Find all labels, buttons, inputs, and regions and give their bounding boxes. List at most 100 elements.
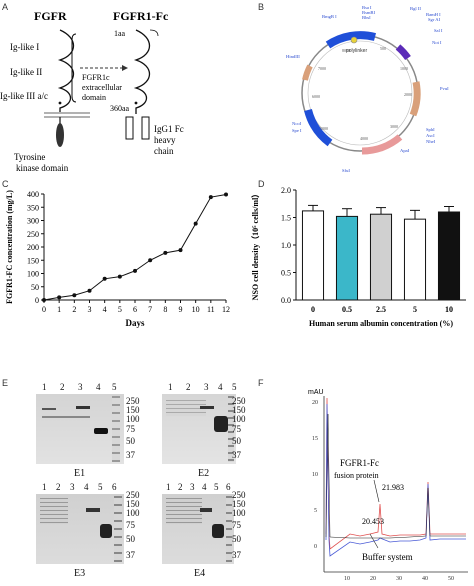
label-ext-2: extracellular [82, 83, 122, 92]
d-category-label: 2.5 [376, 305, 386, 314]
label-ig1: Ig-like I [10, 42, 39, 52]
label-ig2: Ig-like II [10, 67, 42, 77]
gel-e1-caption: E1 [74, 468, 86, 479]
segment-pink [361, 134, 403, 155]
gel-e1-lane-1: 1 [42, 382, 47, 392]
c-ytick-label: 50 [31, 283, 39, 292]
site-hindiii: HindIII [286, 54, 300, 59]
mw-3-250: 250 [126, 490, 140, 500]
d-bar [369, 213, 393, 301]
panel-label-b: B [258, 2, 265, 12]
c-xtick-label: 12 [222, 305, 230, 314]
gel-e4-lane-1: 1 [166, 482, 171, 492]
gel-e1-lane-4: 4 [96, 382, 101, 392]
gel-e2-lane-2: 2 [186, 382, 191, 392]
c-data-point [178, 248, 183, 253]
panel-b-plasmid-map: polylinker BmgB I Bsa I BsmBI BbsI Bgl I… [286, 5, 449, 173]
site-bsmbi: BsmBI [362, 10, 375, 15]
gel-e2-lane-5: 5 [232, 382, 237, 392]
gel-e3-lane-2: 2 [56, 482, 61, 492]
d-category-label: 10 [445, 305, 453, 314]
c-data-point [133, 268, 137, 273]
mw-4-150: 150 [232, 499, 246, 509]
mw-4-50: 50 [232, 534, 241, 544]
d-category-label: 0.5 [342, 305, 352, 314]
gel-e4-caption: E4 [194, 568, 206, 579]
svg-text:4000: 4000 [360, 136, 368, 141]
d-category-label: 5 [413, 305, 417, 314]
label-ig3: Ig-like III a/c [0, 91, 48, 101]
fgfr-dots [58, 101, 62, 105]
c-xtick-label: 2 [72, 305, 76, 314]
c-data-point [117, 274, 122, 279]
site-sgrai: Sgr AI [428, 17, 441, 22]
site-bbsi: BbsI [362, 15, 371, 20]
segment-blue-top [325, 31, 377, 49]
svg-text:7000: 7000 [318, 66, 326, 71]
mw-1-100: 100 [126, 414, 140, 424]
svg-text:8000: 8000 [342, 48, 350, 53]
site-sali: Sal I [434, 28, 443, 33]
label-360aa: 360aa [110, 104, 130, 113]
gel-e2: 1 2 3 4 5 E2 [160, 382, 250, 482]
c-data-point [87, 288, 92, 293]
segment-orange-right [409, 81, 421, 117]
c-xtick-label: 9 [179, 305, 183, 314]
svg-text:3000: 3000 [390, 124, 398, 129]
mw-2-250: 250 [232, 396, 246, 406]
gel-e4: 1 2 3 4 5 6 E4 [160, 482, 250, 582]
gel-e3-caption: E3 [74, 568, 86, 579]
fgfr-chain [57, 29, 75, 112]
svg-text:1000: 1000 [400, 66, 408, 71]
c-xtick-label: 6 [133, 305, 137, 314]
chrom-ytick-10: 10 [312, 472, 318, 478]
c-xtick-label: 0 [42, 305, 46, 314]
mw-1-75: 75 [126, 424, 135, 434]
polylinker-label: polylinker [346, 48, 367, 54]
mw-1-50: 50 [126, 436, 135, 446]
panel-a-schematic: FGFR FGFR1-Fc 1aa Ig-like I Ig-like II I… [0, 9, 184, 173]
mw-1-250: 250 [126, 396, 140, 406]
gel-e2-lane-1: 1 [168, 382, 173, 392]
label-kinase-1: Tyrosine [14, 152, 45, 162]
c-data-point [57, 295, 62, 300]
site-noti: Not I [432, 40, 442, 45]
c-xtick-label: 5 [118, 305, 122, 314]
polylinker-dot [350, 36, 358, 44]
label-fc-3: chain [154, 146, 174, 156]
d-ytick-label: 2.0 [281, 186, 291, 195]
panel-label-e: E [2, 378, 9, 388]
d-ytick-label: 0.0 [281, 296, 291, 305]
chrom-xtick-10: 10 [344, 576, 350, 582]
site-bsai: Bsa I [362, 5, 372, 10]
mw-4-75: 75 [232, 520, 241, 530]
panel-label-f: F [258, 378, 264, 388]
label-ext-1: FGFR1c [82, 73, 110, 82]
c-data-point [42, 298, 46, 302]
mw-3-50: 50 [126, 534, 135, 544]
c-ytick-label: 400 [27, 190, 39, 199]
fgfr1fc-chain [133, 29, 151, 114]
site-sphi: SphI [426, 127, 435, 132]
segment-orange-left [302, 64, 313, 81]
c-xlabel: Days [125, 318, 144, 328]
c-xtick-label: 11 [207, 305, 215, 314]
panel-label-c: C [2, 179, 9, 189]
site-bamhi: BamH I [426, 12, 441, 17]
label-1aa: 1aa [114, 29, 126, 38]
c-data-point [224, 192, 228, 197]
mw-3-150: 150 [126, 499, 140, 509]
d-ytick-label: 0.5 [281, 269, 291, 278]
label-fc-2: heavy [154, 135, 176, 145]
gel-e4-lane-5: 5 [214, 482, 219, 492]
c-xtick-label: 3 [88, 305, 92, 314]
d-ytick-label: 1.5 [281, 214, 291, 223]
d-ytick-label: 1.0 [281, 241, 291, 250]
site-ncoi: NcoI [292, 121, 302, 126]
chrom-label-1: FGFR1-Fc [340, 458, 379, 468]
kinase-domain-shape [56, 123, 64, 147]
mw-1-37: 37 [126, 450, 135, 460]
segment-purple [395, 44, 411, 61]
label-fc-1: IgG1 Fc [154, 124, 184, 134]
gel-e4-lane-4: 4 [202, 482, 207, 492]
